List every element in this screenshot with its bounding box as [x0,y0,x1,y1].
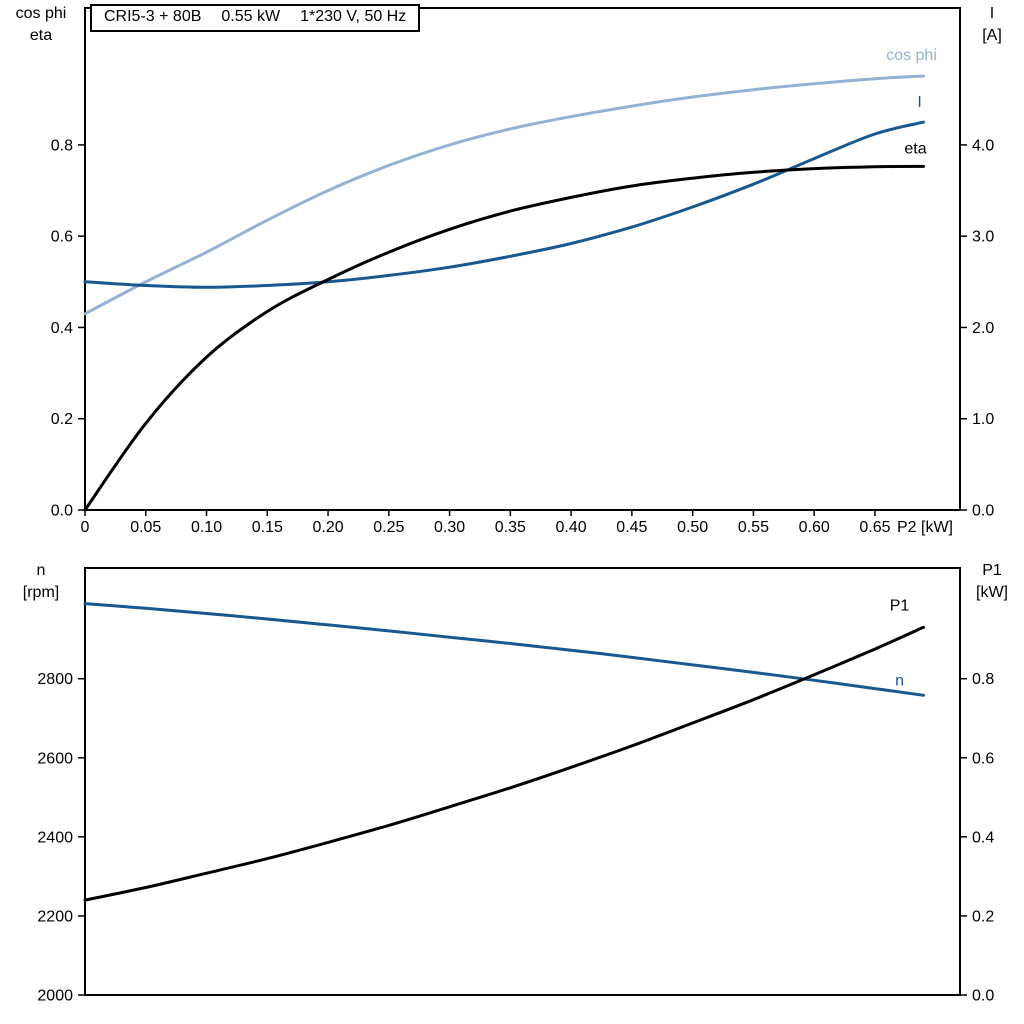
y-right-tick-label: 2.0 [972,320,994,337]
axis-title-speed: n [36,562,46,579]
axis-title-current: I [989,5,995,22]
x-tick-label: 0.55 [738,519,769,536]
curve-n [83,602,925,697]
axis-title-cos-phi: cos phi [15,5,67,22]
bottom-left-axis-title: n [rpm] [0,560,82,605]
x-tick-label: 0.35 [495,519,526,536]
pump-voltage-label: 1*230 V, 50 Hz [300,8,407,25]
y-right-tick-label: 0.0 [972,988,994,1005]
y-left-tick-label: 2400 [37,829,73,846]
plot-box-0 [84,7,961,511]
x-axis-end-label: P2 [kW] [897,519,953,536]
x-tick-label: 0.10 [191,519,222,536]
y-left-tick-label: 0.2 [51,411,73,428]
y-left-tick-label: 2200 [37,908,73,925]
y-left-tick-label: 2800 [37,671,73,688]
y-left-tick-label: 2600 [37,750,73,767]
x-tick-label: 0.30 [434,519,465,536]
x-tick-label: 0 [81,519,90,536]
bottom-right-axis-title: P1 [kW] [963,560,1021,605]
series-label-eta: eta [904,140,926,157]
y-left-tick-label: 2000 [37,988,73,1005]
axis-title-eta: eta [29,27,53,45]
x-tick-label: 0.40 [556,519,587,536]
x-tick-label: 0.20 [312,519,343,536]
axis-title-speed-unit: [rpm] [22,584,60,602]
series-label-cos-phi: cos phi [886,47,937,64]
x-tick-label: 0.25 [373,519,404,536]
top-right-axis-title: I [A] [963,3,1021,48]
curve-i [83,120,925,289]
y-left-tick-label: 0.6 [51,229,73,246]
y-right-tick-label: 0.2 [972,908,994,925]
series-label-i: I [917,94,921,111]
x-tick-label: 0.60 [799,519,830,536]
chart-title-box: CRI5-3 + 80B 0.55 kW 1*230 V, 50 Hz [90,4,421,32]
y-right-tick-label: 0.0 [972,503,994,520]
y-right-tick-label: 4.0 [972,137,994,154]
y-right-tick-label: 3.0 [972,229,994,246]
plot-box-1 [84,567,961,996]
series-label-p1: P1 [890,597,910,614]
y-right-tick-label: 0.8 [972,671,994,688]
curve-cos-phi [83,74,925,316]
y-left-tick-label: 0.4 [51,320,73,337]
x-tick-label: 0.50 [677,519,708,536]
series-label-n: n [895,672,904,689]
curve-p1 [83,625,925,902]
axis-title-current-unit: [A] [982,27,1002,45]
pump-power-label: 0.55 kW [221,8,281,25]
y-right-tick-label: 1.0 [972,411,994,428]
top-left-axis-title: cos phi eta [0,3,82,48]
y-left-tick-label: 0.8 [51,137,73,154]
x-tick-label: 0.15 [252,519,283,536]
y-right-tick-label: 0.6 [972,750,994,767]
x-tick-label: 0.65 [859,519,890,536]
axis-title-p1-unit: [kW] [976,584,1008,602]
y-right-tick-label: 0.4 [972,829,994,846]
x-tick-label: 0.45 [616,519,647,536]
y-left-tick-label: 0.0 [51,503,73,520]
curve-eta [83,164,925,512]
pump-model-label: CRI5-3 + 80B [104,8,202,25]
x-tick-label: 0.05 [130,519,161,536]
axis-title-p1: P1 [982,562,1002,579]
